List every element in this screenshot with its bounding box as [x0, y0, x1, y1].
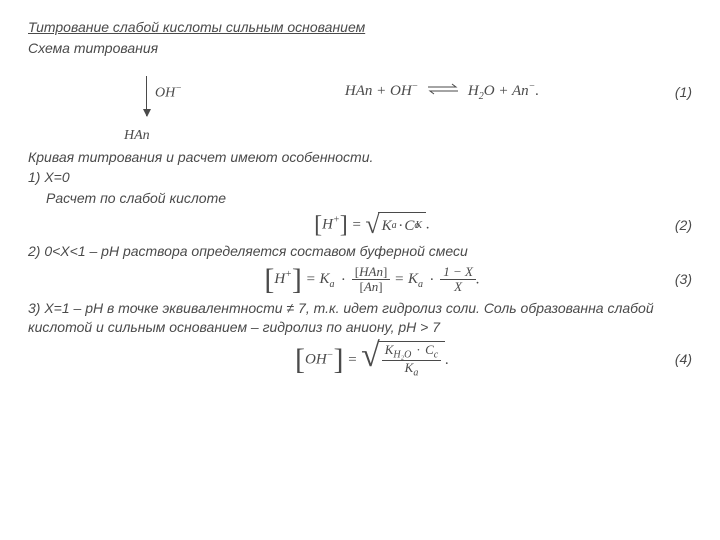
equation-3-number: (3)	[656, 270, 692, 289]
equation-2-number: (2)	[656, 216, 692, 235]
han-label: HAn	[124, 127, 692, 146]
equation-2: [H+] = √ Ka · CoK .	[88, 212, 656, 238]
point-1-sub: Расчет по слабой кислоте	[46, 189, 692, 208]
scheme-label: Схема титрования	[28, 39, 692, 58]
equation-1-row: OH− HAn + OH− H2O + An−. (1)	[28, 62, 692, 123]
equation-4-row: [OH−] = √ KH₂O · Cc Ka	[28, 341, 692, 379]
equation-3: [H+] = Ka · [HAn] [An] = Ka · 1 − X X .	[88, 265, 656, 295]
section-title: Титрование слабой кислоты сильным основа…	[28, 18, 692, 37]
point-1-label: 1) X=0	[28, 168, 692, 187]
equilibrium-arrow-icon	[426, 82, 460, 102]
equation-1: HAn + OH− H2O + An−.	[228, 80, 656, 104]
point-2-label: 2) 0<X<1 – pH раствора определяется сост…	[28, 242, 692, 261]
equation-4: [OH−] = √ KH₂O · Cc Ka	[88, 341, 656, 379]
curve-note: Кривая титрования и расчет имеют особенн…	[28, 148, 692, 167]
equation-1-number: (1)	[656, 83, 692, 102]
point-3-label: 3) X=1 – pH в точке эквивалентности ≠ 7,…	[28, 299, 692, 337]
equation-3-row: [H+] = Ka · [HAn] [An] = Ka · 1 − X X . …	[28, 265, 692, 295]
arrow-label: OH−	[155, 82, 182, 104]
equation-4-number: (4)	[656, 350, 692, 369]
equation-2-row: [H+] = √ Ka · CoK . (2)	[28, 212, 692, 238]
arrow-down-icon: OH−	[146, 76, 147, 116]
